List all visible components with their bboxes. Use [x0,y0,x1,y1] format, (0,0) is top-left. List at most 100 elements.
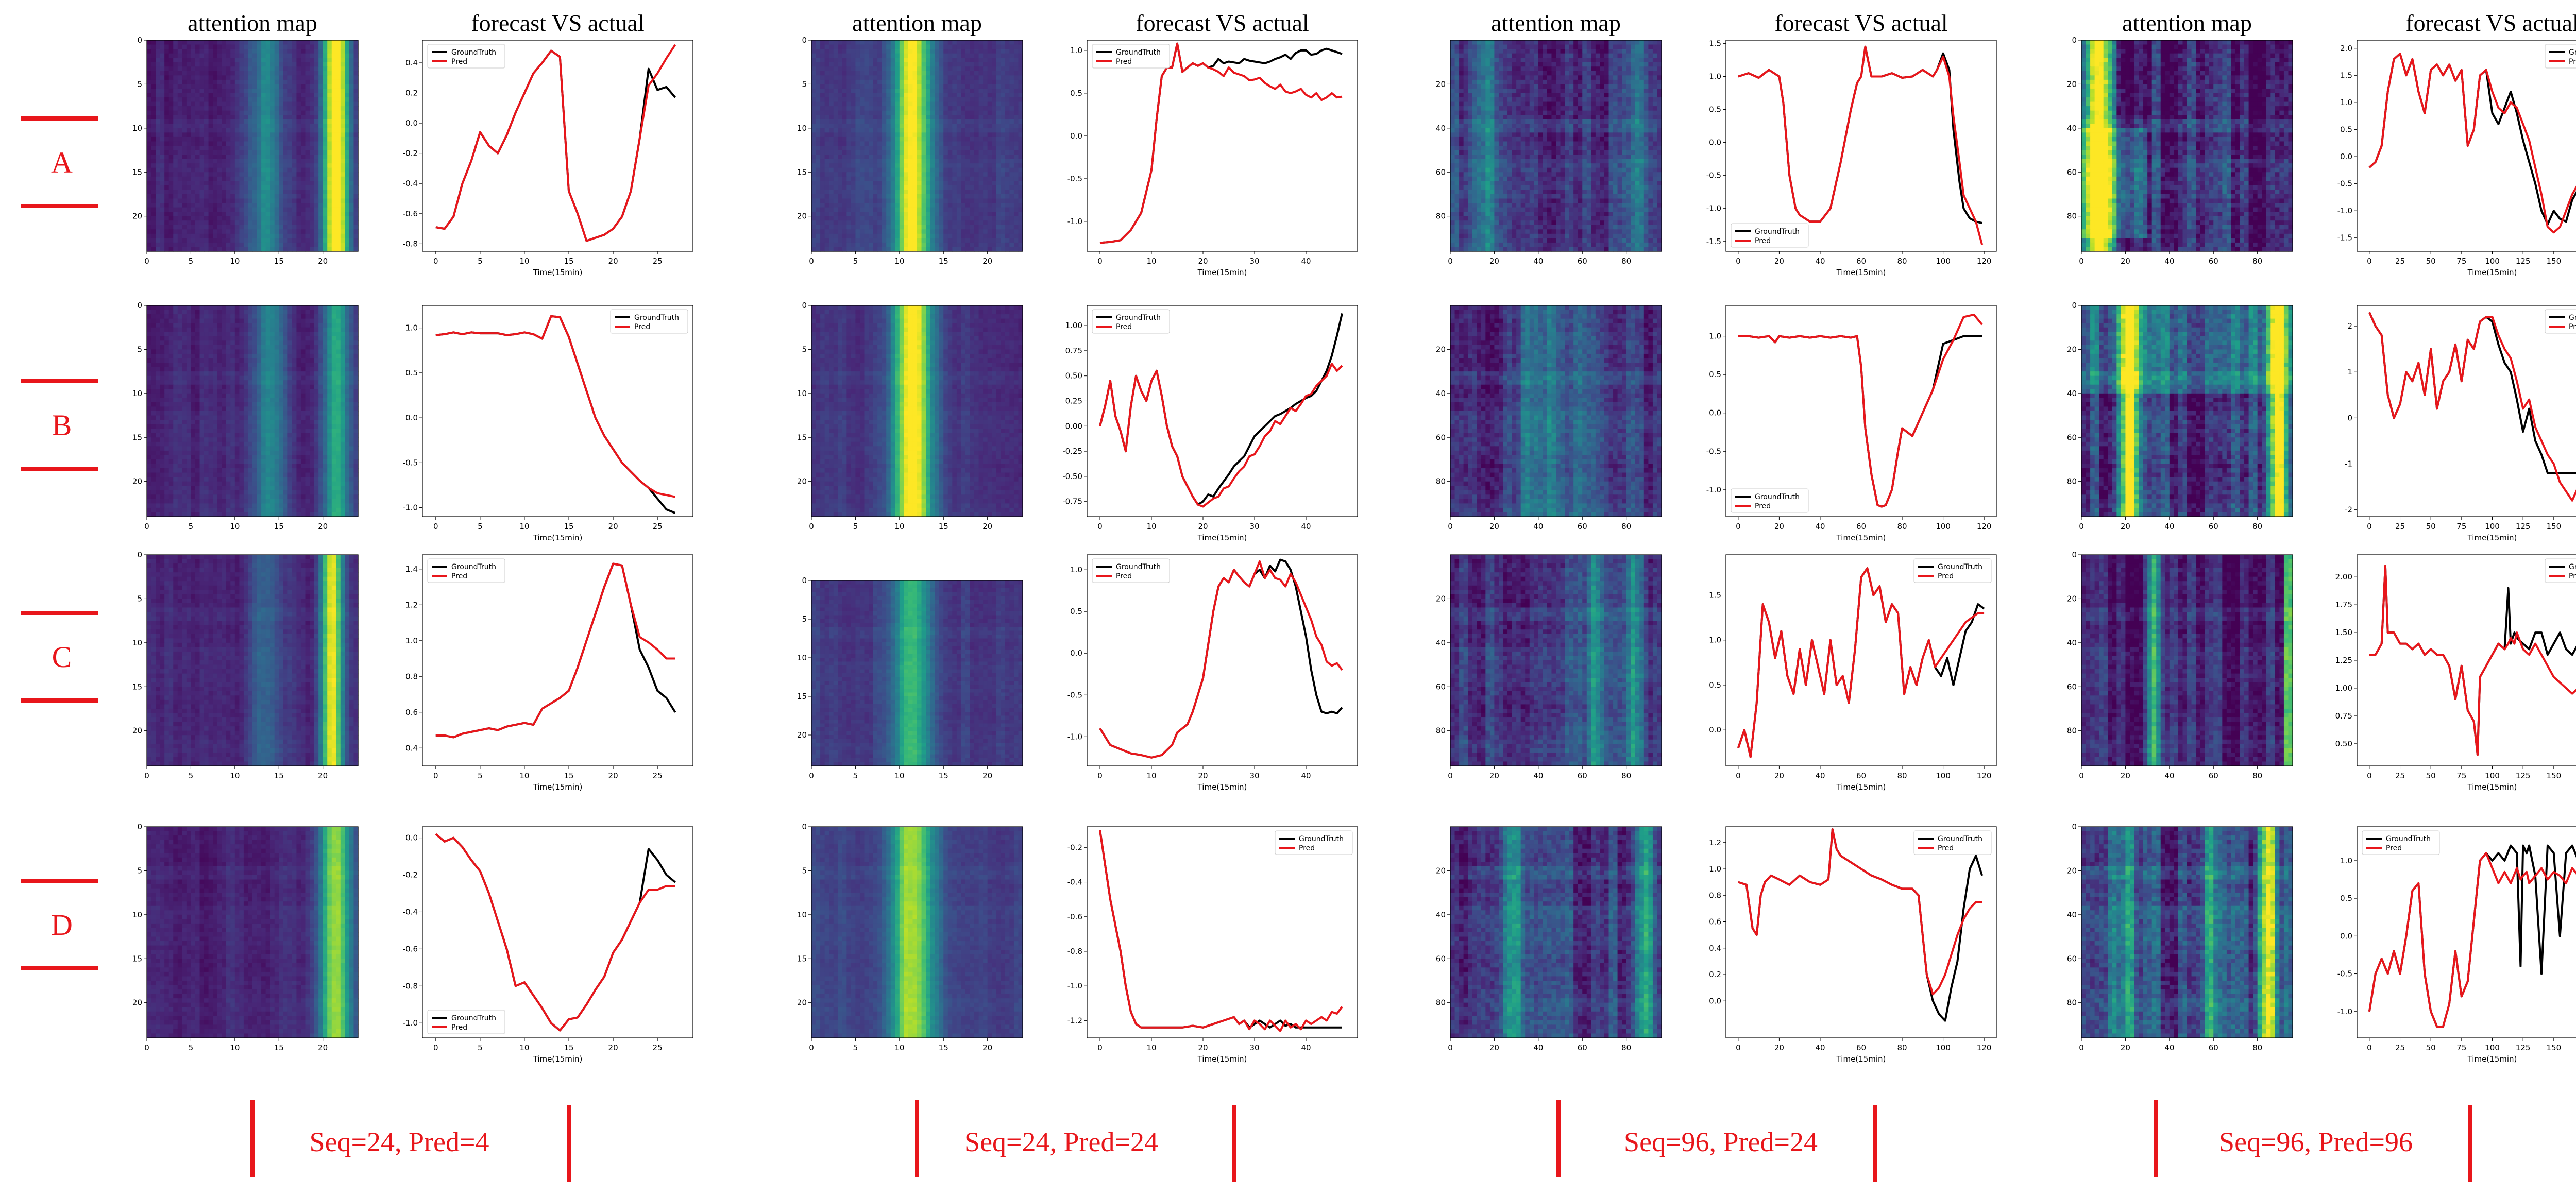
forecast-chart: 0 5 10 15 20 25-1.0-0.50.00.51.0Time(15min)Gr… [403,305,693,542]
forecast-y-tick-label: -1.0 [1067,217,1082,226]
forecast-x-tick-label: 40 [1301,522,1311,531]
heatmap-x-tick-label: 0 [809,771,814,780]
heatmap-y-tick-label: 40 [2067,638,2077,647]
forecast-y-tick-label: -0.2 [403,870,418,880]
forecast-x-tick-label: 20 [608,1043,618,1052]
legend-groundtruth-label: GroundTruth [1116,48,1161,57]
forecast-x-tick-label: 150 [2546,771,2561,780]
forecast-x-label: Time(15min) [533,782,583,792]
heatmap-y-tick-label: 15 [797,954,807,963]
forecast-y-tick-label: 1.50 [2335,628,2352,637]
heatmap-x-tick-label: 10 [230,257,240,266]
forecast-x-tick-label: 20 [608,771,618,780]
heatmap-x-tick-label: 80 [2252,257,2262,266]
heatmap-x-tick-label: 5 [189,522,194,531]
forecast-x-tick-label: 150 [2546,257,2561,266]
forecast-x-label: Time(15min) [1197,1054,1247,1064]
forecast-x-tick-label: 10 [1146,522,1156,531]
heatmap-x-tick-label: 5 [853,257,858,266]
heatmap-y-tick-label: 15 [797,692,807,701]
forecast-y-tick-label: 1.00 [1065,321,1082,330]
forecast-y-tick-label: -0.75 [1062,497,1082,506]
forecast-x-tick-label: 20 [608,522,618,531]
heatmap-x-tick-label: 10 [230,771,240,780]
legend-pred-label: Pred [1755,502,1771,510]
forecast-x-tick-label: 0 [1736,522,1741,531]
heatmap-y-tick-label: 0 [137,36,142,45]
forecast-y-tick-label: 1.0 [405,636,418,645]
heatmap-y-tick-label: 10 [132,389,142,398]
column-title-forecast: forecast VS actual [1136,10,1309,36]
forecast-y-tick-label: 0.5 [1709,105,1721,114]
legend-groundtruth-label: GroundTruth [1938,563,1982,571]
forecast-x-tick-label: 20 [608,257,618,266]
row-label: A [51,146,73,179]
forecast-y-tick-label: 1 [2347,367,2352,377]
forecast-x-tick-label: 25 [653,257,663,266]
heatmap-x-tick-label: 20 [982,522,992,531]
heatmap-y-tick-label: 5 [137,594,142,603]
forecast-y-tick-label: -0.6 [1067,912,1082,921]
forecast-x-tick-label: 0 [2367,257,2372,266]
forecast-chart: 0255075100125150175200-1.5-1.0-0.50.00.5… [2337,40,2576,277]
heatmap-y-tick-label: 40 [1436,389,1446,398]
heatmap-x-tick-label: 60 [2209,522,2218,531]
heatmap-y-tick-label: 80 [1436,477,1446,486]
forecast-y-tick-label: 1.4 [405,565,418,574]
heatmap-y-tick-label: 20 [2067,866,2077,875]
forecast-frame [1726,827,1996,1038]
heatmap-x-tick-label: 10 [894,257,904,266]
heatmap-x-tick-label: 15 [939,1043,948,1052]
forecast-y-tick-label: 0.6 [405,708,418,717]
forecast-x-tick-label: 5 [478,522,483,531]
forecast-y-tick-label: 1.75 [2335,600,2352,609]
forecast-y-tick-label: 0.75 [2335,711,2352,721]
forecast-y-tick-label: -0.5 [1706,447,1721,456]
column-title-attention-map: attention map [1491,10,1621,36]
forecast-x-tick-label: 80 [1897,522,1907,531]
forecast-y-tick-label: -0.5 [2337,179,2352,189]
forecast-y-tick-label: -1.0 [403,1018,418,1028]
forecast-x-tick-label: 0 [433,771,438,780]
forecast-x-tick-label: 20 [1774,1043,1784,1052]
heatmap-y-tick-label: 80 [1436,212,1446,221]
forecast-y-tick-label: 1.0 [1709,864,1721,874]
forecast-x-label: Time(15min) [1197,533,1247,542]
heatmap-x-tick-label: 5 [853,1043,858,1052]
forecast-x-tick-label: 30 [1249,771,1259,780]
legend-pred-label: Pred [1116,58,1132,66]
forecast-x-tick-label: 125 [2516,522,2531,531]
group-label: Seq=24, Pred=4 [310,1126,489,1157]
heatmap-y-tick-label: 0 [802,576,807,585]
heatmap-y-tick-label: 80 [2067,212,2077,221]
forecast-x-tick-label: 40 [1301,771,1311,780]
legend-pred-label: Pred [2569,323,2576,331]
forecast-x-label: Time(15min) [2467,1054,2517,1064]
column-title-attention-map: attention map [852,10,982,36]
forecast-y-tick-label: 1.0 [1709,636,1721,645]
forecast-x-tick-label: 25 [653,522,663,531]
heatmap-y-tick-label: 20 [797,212,807,221]
forecast-y-tick-label: 0.0 [405,833,418,843]
forecast-y-tick-label: 1.2 [1709,838,1721,847]
heatmap-y-tick-label: 40 [2067,389,2077,398]
heatmap-y-tick-label: 20 [132,998,142,1007]
column-title-forecast: forecast VS actual [471,10,644,36]
heatmap-x-tick-label: 60 [1578,522,1587,531]
row-label: D [51,908,73,942]
forecast-y-tick-label: 1.5 [1709,591,1721,600]
heatmap-x-tick-label: 10 [230,1043,240,1052]
forecast-x-tick-label: 120 [1977,771,1992,780]
forecast-x-tick-label: 0 [1097,771,1103,780]
forecast-x-tick-label: 40 [1815,1043,1825,1052]
heatmap-x-tick-label: 20 [1489,257,1499,266]
forecast-y-tick-label: 0.0 [1709,996,1721,1005]
